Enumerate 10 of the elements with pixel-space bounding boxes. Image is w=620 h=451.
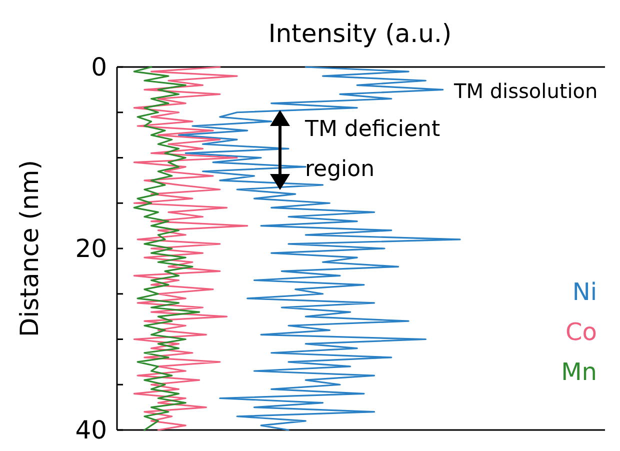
- y-tick-label: 0: [91, 52, 107, 82]
- annotation: TM deficient region: [304, 117, 440, 182]
- y-tick-label: 40: [75, 416, 107, 444]
- y-axis-title: Distance (nm): [15, 160, 44, 337]
- annotation: TM dissolution: [453, 79, 598, 103]
- y-tick-label: 20: [75, 234, 107, 263]
- x-axis-title: Intensity (a.u.): [268, 19, 452, 48]
- text: Ni: [572, 278, 597, 306]
- text: Mn: [561, 358, 597, 386]
- text: Co: [566, 318, 597, 346]
